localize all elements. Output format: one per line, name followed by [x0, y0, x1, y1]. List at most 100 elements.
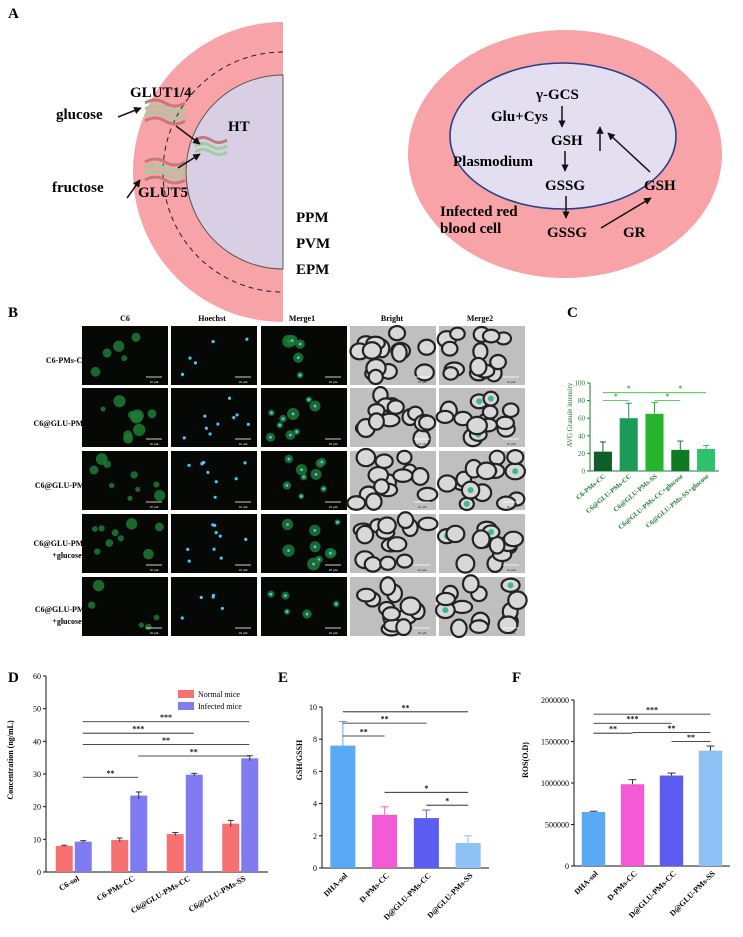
- rbc-shape: [469, 356, 488, 377]
- nucleus-spot: [234, 477, 238, 481]
- rbc-shape: [449, 326, 466, 341]
- col-header-bright: Bright: [381, 314, 404, 323]
- micrograph-bg: [171, 514, 257, 573]
- e-bar: [413, 818, 439, 868]
- epm-label: EPM: [296, 262, 329, 278]
- micrograph-r2-c4: 10 μm: [350, 385, 437, 449]
- nucleus-spot: [296, 356, 300, 360]
- nucleus-spot: [193, 361, 198, 365]
- f-bar: [698, 750, 723, 866]
- scale-bar-label: 10 μm: [507, 442, 516, 446]
- micrograph-r1-c3: 10 μm: [261, 326, 347, 385]
- nucleus-spot: [200, 461, 204, 465]
- nucleus-spot: [285, 484, 289, 487]
- gr-label: GR: [623, 225, 646, 241]
- f-ytick-label: 1000000: [541, 779, 569, 788]
- d-xtick-label: C6-sol: [57, 874, 81, 893]
- scale-bar-label: 10 μm: [239, 442, 248, 446]
- d-ytick-label: 0: [37, 868, 41, 877]
- rbc-shape: [471, 529, 491, 550]
- micrograph-r4-c1: 10 μm: [82, 514, 168, 573]
- arrow-outer-gsh-in: [607, 132, 651, 173]
- fluor-spot: [123, 433, 134, 444]
- rbc-shape: [386, 536, 408, 553]
- micrograph-r1-c4: 10 μm: [349, 324, 437, 386]
- nucleus-spot: [216, 422, 220, 426]
- micrograph-r5-c1: 10 μm: [82, 577, 168, 636]
- rbc-shape: [476, 461, 498, 481]
- nucleus-spot: [278, 423, 282, 427]
- scale-bar-label: 10 μm: [150, 442, 159, 446]
- panel-d-chart: 0 10 20 30 40 50 60 C6-sol C6-PMs-CCC6@GLU-PMs-C…: [33, 672, 268, 915]
- fluor-spot: [88, 601, 96, 609]
- e-ytick-label: 8: [313, 735, 317, 744]
- panel-b-column-headers: C6 Hoechst Merge1 Bright Merge2: [120, 314, 493, 323]
- micrograph-bg: [171, 577, 257, 636]
- rbc-shape: [455, 553, 476, 574]
- rbc-shape: [442, 366, 460, 381]
- d-sig-0-3-label: ***: [160, 713, 172, 722]
- nucleus-spot: [188, 356, 192, 360]
- rbc-shape: [410, 466, 430, 486]
- micrograph-r5-c3: 10 μm: [261, 577, 347, 636]
- rbc-shape: [435, 409, 455, 425]
- fluor-spot: [153, 614, 160, 621]
- e-xtick-label: D@GLU-PMs-SS: [426, 871, 475, 920]
- e-xtick-label: D-PMs-CC: [358, 871, 392, 905]
- rbc-shape: [355, 524, 375, 545]
- micrograph-bg: [261, 326, 347, 385]
- nucleus-spot: [206, 470, 210, 475]
- row-label-5b: +glucose: [52, 617, 82, 626]
- micrograph-r5-c2: 10 μm: [171, 577, 257, 636]
- panel-b-letter: B: [8, 305, 18, 321]
- micrograph-r5-c4: 10 μm: [350, 576, 436, 637]
- nucleus-spot: [180, 616, 184, 620]
- c-bar: [619, 418, 638, 471]
- fluor-spot: [127, 495, 133, 501]
- e-ytick-label: 2: [313, 832, 317, 841]
- panel-d: D Concentration (ng/mL) 0 10 20 30 40 50 60 C6-…: [6, 670, 268, 915]
- d-bar: [166, 834, 184, 872]
- panel-c-letter: C: [567, 305, 578, 321]
- nucleus-spot: [313, 404, 317, 408]
- scale-bar-label: 10 μm: [507, 505, 516, 509]
- merge-spot: [488, 528, 495, 535]
- micrograph-r2-c3: 10 μm: [261, 388, 347, 447]
- merge-spot: [442, 607, 449, 614]
- row-label-2: C6@GLU-PMs-CC: [34, 419, 101, 428]
- merge-spot: [463, 500, 470, 507]
- micrograph-r4-c3: 10 μm: [261, 514, 347, 573]
- nucleus-spot: [312, 562, 315, 566]
- micrograph-bg: [82, 451, 168, 510]
- nucleus-spot: [235, 413, 239, 417]
- panel-d-ylabel: Concentration (ng/mL): [6, 720, 15, 800]
- nucleus-spot: [286, 523, 289, 526]
- fluor-spot: [102, 348, 112, 358]
- panel-f-letter: F: [512, 670, 521, 686]
- f-ytick-label: 0: [565, 862, 569, 871]
- rbc-shape: [495, 415, 515, 431]
- rbc-shape: [355, 447, 377, 468]
- d-ytick-label: 50: [33, 705, 41, 714]
- merge-spot: [512, 468, 519, 475]
- micrograph-r3-c1: 10 μm: [82, 451, 168, 510]
- e-sig-0-1-label: **: [360, 727, 368, 736]
- micrograph-bg: [261, 514, 347, 573]
- rbc-shape: [361, 341, 383, 360]
- nucleus-spot: [320, 460, 324, 464]
- d-bar: [185, 774, 203, 872]
- micrograph-bg: [261, 577, 347, 636]
- rbc-shape: [367, 412, 385, 431]
- rbc-shape: [381, 606, 401, 622]
- glucose-label: glucose: [56, 107, 103, 123]
- nucleus-spot: [203, 414, 207, 418]
- fluor-spot: [131, 332, 141, 342]
- fluor-spot: [143, 548, 154, 560]
- nucleus-spot: [299, 494, 303, 498]
- microscopy-grid: 10 μm 10 μm 10 μm 10 μm 10 μm 10 μm 10 μm 10 μm…: [82, 324, 528, 639]
- c-sig-0-2-label: *: [627, 384, 631, 393]
- micrograph-bg: [261, 451, 347, 510]
- e-xtick-label: DHA-sol: [322, 871, 350, 899]
- rbc-shape: [436, 474, 458, 493]
- panel-b: B C6 Hoechst Merge1 Bright Merge2 C6-PMs…: [8, 305, 528, 639]
